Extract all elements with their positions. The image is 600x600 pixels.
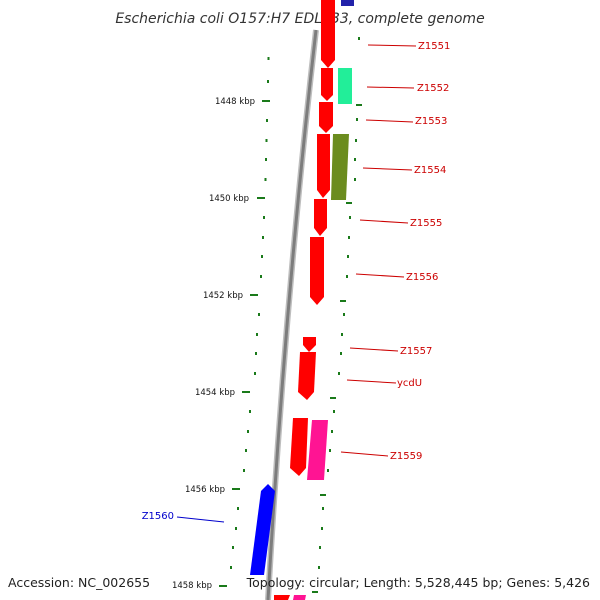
- map-title: Escherichia coli O157:H7 EDL933, complet…: [115, 11, 484, 27]
- gene-label: Z1556: [406, 272, 438, 283]
- gene-label: Z1552: [417, 83, 449, 94]
- genome-backbone: [265, 29, 319, 600]
- tick-mark: [219, 585, 227, 587]
- gene-arrow: [331, 134, 349, 200]
- gene-arrow: [307, 420, 328, 480]
- tick-label: 1456 kbp: [185, 485, 225, 495]
- leader-line: [365, 119, 414, 123]
- gene-arrow: [290, 418, 308, 476]
- leader-line: [349, 347, 399, 352]
- tick-mark: [250, 294, 258, 296]
- tick-label: 1450 kbp: [209, 194, 249, 204]
- major-ticks: [219, 100, 270, 587]
- gene-arrow: [274, 595, 290, 600]
- leader-line: [346, 379, 397, 384]
- leader-line: [359, 219, 409, 224]
- gene-label: ycdU: [397, 378, 422, 389]
- gene-arrow: [319, 102, 333, 133]
- tick-label: 1458 kbp: [172, 581, 212, 591]
- genome-summary-text: Topology: circular; Length: 5,528,445 bp…: [246, 575, 590, 590]
- reverse-strand-genes: [250, 484, 275, 575]
- accession-text: Accession: NC_002655: [8, 575, 150, 590]
- inner-tick-track: [230, 57, 270, 569]
- tick-mark: [262, 100, 270, 102]
- leader-line: [176, 516, 225, 523]
- gene-label: Z1559: [390, 451, 422, 462]
- forward-strand-genes: [274, 0, 335, 600]
- tick-label: 1448 kbp: [215, 97, 255, 107]
- leader-line: [366, 86, 415, 89]
- gene-arrow: [321, 68, 333, 101]
- tick-label: 1454 kbp: [195, 388, 235, 398]
- gene-arrow: [250, 484, 275, 575]
- gene-arrow: [298, 352, 316, 400]
- label-leader-lines: [176, 44, 417, 523]
- leader-line: [367, 44, 417, 47]
- accessory-genes: [293, 0, 354, 600]
- tick-mark: [232, 488, 240, 490]
- tick-mark: [257, 197, 265, 199]
- gene-label: Z1554: [414, 165, 446, 176]
- tick-mark: [242, 391, 250, 393]
- gene-arrow: [321, 0, 335, 68]
- gene-arrow: [338, 68, 352, 104]
- gene-label: Z1553: [415, 116, 447, 127]
- gene-arrow: [317, 134, 330, 198]
- gene-label: Z1557: [400, 346, 432, 357]
- leader-line: [355, 273, 405, 278]
- tick-label: 1452 kbp: [203, 291, 243, 301]
- gene-label: Z1551: [418, 41, 450, 52]
- tick-labels: 1448 kbp 1450 kbp 1452 kbp 1454 kbp 1456…: [172, 97, 255, 591]
- leader-line: [340, 451, 389, 457]
- gene-arrow: [303, 337, 316, 352]
- gene-arrow: [310, 237, 324, 305]
- leader-line: [362, 167, 413, 171]
- gene-arrow: [293, 595, 306, 600]
- gene-labels: Z1551 Z1552 Z1553 Z1554 Z1555 Z1556 Z155…: [142, 41, 451, 522]
- gene-arrow: [341, 0, 354, 6]
- gene-label: Z1560: [142, 511, 174, 522]
- outer-tick-track: [312, 37, 362, 593]
- gene-arrow: [314, 199, 327, 236]
- gene-label: Z1555: [410, 218, 442, 229]
